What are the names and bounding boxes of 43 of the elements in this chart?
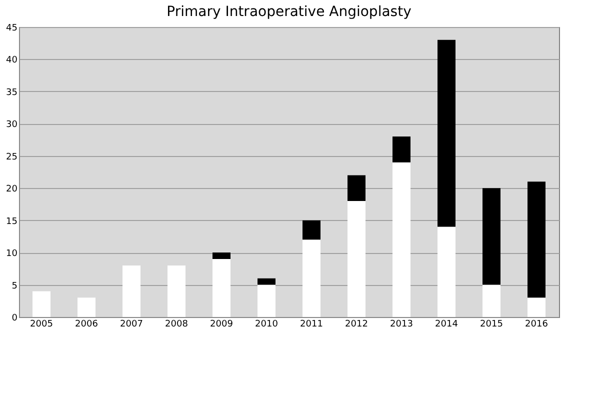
bar [122,265,140,317]
x-tick-label: 2005 [30,320,53,330]
x-tick-label: 2015 [480,320,503,330]
bar [528,182,546,298]
x-tick-label: 2010 [255,320,278,330]
y-tick-label: 30 [6,120,18,130]
y-tick-label: 45 [6,24,18,34]
x-tick-label: 2016 [525,320,548,330]
bar [168,265,186,317]
bar [212,259,230,317]
y-tick-label: 20 [6,184,18,195]
x-tick-label: 2013 [390,320,413,330]
x-tick-label: 2007 [120,320,143,330]
bar [212,252,230,259]
bar [482,284,500,317]
bar [78,298,96,317]
bar [438,40,456,227]
y-tick-label: 10 [6,249,18,260]
x-tick-label: 2006 [75,320,98,330]
bar [438,226,456,317]
y-tick-label: 35 [6,88,18,98]
bar [348,175,366,201]
x-tick-label: 2008 [165,320,188,330]
x-tick-label: 2014 [435,320,458,330]
y-tick-label: 15 [6,216,18,227]
bar [528,298,546,317]
y-tick-label: 0 [12,314,18,324]
x-tick-label: 2012 [345,320,368,330]
x-tick-label: 2009 [210,320,234,330]
bar [258,278,276,285]
y-tick-label: 25 [6,152,18,162]
bar [482,188,500,285]
x-tick-label: 2011 [300,320,323,330]
bar [32,291,50,317]
bar [392,136,410,162]
y-tick-label: 40 [6,56,18,66]
chart-title: Primary Intraoperative Angioplasty [166,4,412,20]
y-tick-label: 5 [12,281,18,292]
bar [348,201,366,317]
bar [302,220,320,240]
bar [302,240,320,317]
bar [392,162,410,317]
bar [258,284,276,317]
